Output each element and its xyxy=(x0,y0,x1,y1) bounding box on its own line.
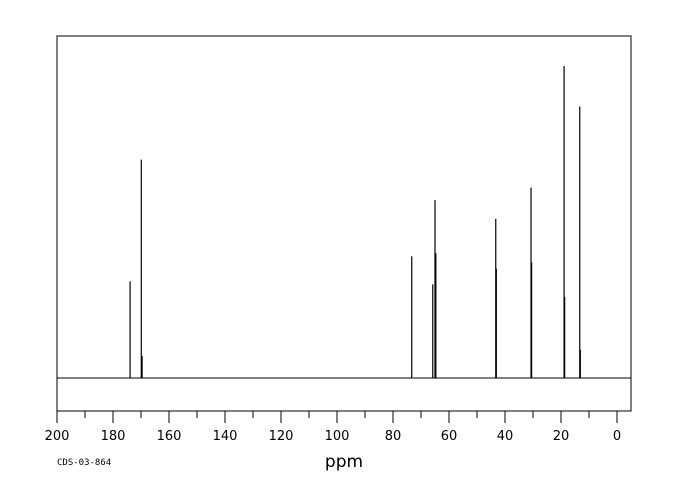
tick-label-80: 80 xyxy=(385,429,402,444)
plot-frame xyxy=(56,35,632,412)
tick-label-200: 200 xyxy=(45,429,70,444)
tick-label-20: 20 xyxy=(553,429,570,444)
tick-label-60: 60 xyxy=(441,429,458,444)
tick-label-0: 0 xyxy=(613,429,621,444)
peaks-group xyxy=(129,66,581,378)
tick-label-180: 180 xyxy=(101,429,126,444)
spectrum-code: CDS-03-864 xyxy=(57,458,111,468)
x-axis-ticks xyxy=(56,411,618,423)
tick-label-140: 140 xyxy=(213,429,238,444)
x-axis-title: ppm xyxy=(325,452,363,472)
tick-label-100: 100 xyxy=(325,429,350,444)
tick-label-40: 40 xyxy=(497,429,514,444)
tick-label-160: 160 xyxy=(157,429,182,444)
tick-label-120: 120 xyxy=(269,429,294,444)
x-axis-tick-labels: 200 180 160 140 120 100 80 60 40 20 0 xyxy=(45,429,622,444)
